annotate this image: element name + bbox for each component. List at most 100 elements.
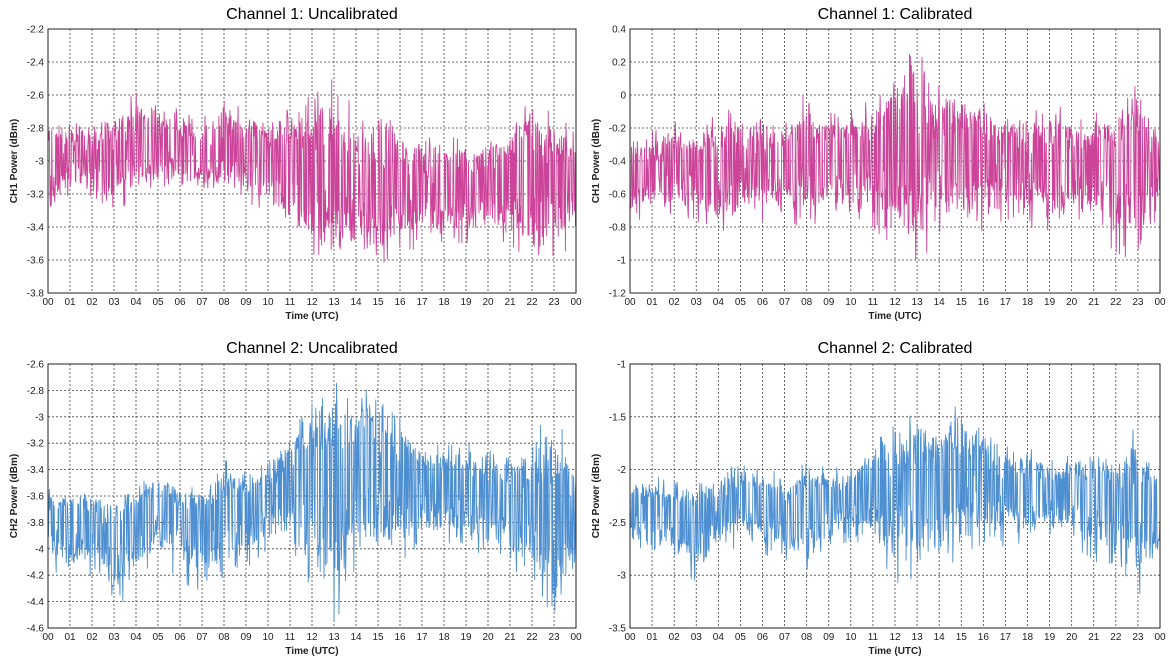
x-tick-label: 10	[845, 632, 857, 643]
y-tick-label: -2.5	[609, 518, 627, 529]
x-tick-label: 16	[394, 632, 406, 643]
y-tick-label: -3.4	[27, 223, 45, 234]
chart-ch2-uncalibrated: Channel 2: Uncalibrated Time (UTC) CH2 P…	[9, 340, 582, 657]
x-tick-label: 04	[130, 297, 142, 308]
x-tick-label: 20	[1066, 632, 1078, 643]
x-tick-label: 13	[328, 632, 340, 643]
x-tick-label: 16	[394, 297, 406, 308]
x-tick-label: 00	[570, 632, 582, 643]
x-tick-label: 08	[801, 632, 813, 643]
x-tick-label: 19	[460, 297, 472, 308]
x-tick-label: 20	[1066, 297, 1078, 308]
y-tick-label: 0	[620, 91, 626, 102]
x-tick-label: 14	[350, 632, 362, 643]
x-tick-label: 20	[482, 297, 494, 308]
x-tick-label: 10	[262, 632, 274, 643]
y-tick-label: -2.8	[27, 386, 45, 397]
x-tick-label: 20	[482, 632, 494, 643]
x-axis-label: Time (UTC)	[285, 311, 338, 322]
x-tick-label: 04	[713, 632, 725, 643]
x-tick-label: 00	[42, 632, 54, 643]
x-tick-label: 08	[801, 297, 813, 308]
x-tick-label: 00	[1154, 297, 1166, 308]
y-tick-label: -3	[35, 412, 44, 423]
x-tick-label: 19	[1044, 297, 1056, 308]
x-tick-label: 22	[526, 297, 538, 308]
x-tick-label: 09	[823, 632, 835, 643]
y-axis-label: CH1 Power (dBm)	[591, 119, 602, 203]
x-tick-label: 02	[86, 297, 98, 308]
y-axis-label: CH2 Power (dBm)	[591, 454, 602, 538]
x-tick-label: 10	[845, 297, 857, 308]
y-tick-label: -0.8	[609, 223, 627, 234]
x-tick-label: 15	[956, 297, 968, 308]
x-tick-label: 18	[438, 297, 450, 308]
y-tick-label: -1	[617, 360, 626, 371]
y-tick-label: 0.2	[612, 58, 626, 69]
chart-ch1-calibrated: Channel 1: Calibrated Time (UTC) CH1 Pow…	[591, 6, 1166, 322]
x-tick-label: 19	[460, 632, 472, 643]
x-tick-label: 13	[912, 297, 924, 308]
x-tick-label: 08	[218, 632, 230, 643]
y-tick-label: -2.2	[27, 25, 45, 36]
x-tick-label: 11	[285, 632, 296, 643]
x-tick-label: 03	[108, 297, 120, 308]
signal-trace	[629, 406, 1161, 595]
y-tick-label: -3	[617, 571, 626, 582]
y-tick-label: -3.4	[27, 465, 45, 476]
x-tick-label: 03	[691, 632, 703, 643]
y-tick-label: -4.6	[27, 624, 45, 635]
y-tick-label: -4	[35, 544, 44, 555]
x-tick-label: 12	[306, 632, 318, 643]
x-tick-label: 06	[757, 297, 769, 308]
x-tick-label: 17	[1000, 632, 1012, 643]
y-tick-label: -3.5	[609, 624, 627, 635]
x-tick-label: 14	[350, 297, 362, 308]
x-tick-label: 00	[624, 632, 636, 643]
x-tick-label: 15	[372, 297, 384, 308]
y-tick-label: -2.4	[27, 58, 45, 69]
chart-ch2-calibrated: Channel 2: Calibrated Time (UTC) CH2 Pow…	[591, 340, 1166, 657]
x-tick-label: 17	[416, 632, 428, 643]
x-axis-label: Time (UTC)	[868, 311, 921, 322]
chart-title: Channel 1: Uncalibrated	[226, 6, 398, 23]
x-tick-label: 09	[240, 632, 252, 643]
x-tick-label: 17	[416, 297, 428, 308]
x-axis-label: Time (UTC)	[868, 646, 921, 657]
x-tick-label: 05	[152, 632, 164, 643]
signal-trace	[629, 54, 1161, 260]
x-tick-label: 23	[1132, 297, 1144, 308]
x-tick-label: 22	[1110, 297, 1122, 308]
plot-frame	[629, 363, 1161, 629]
y-tick-label: -3.6	[27, 492, 45, 503]
x-tick-label: 16	[978, 632, 990, 643]
x-tick-label: 15	[372, 632, 384, 643]
y-tick-label: -2	[617, 465, 626, 476]
x-tick-label: 17	[1000, 297, 1012, 308]
y-tick-label: 0.4	[612, 25, 626, 36]
x-tick-label: 09	[240, 297, 252, 308]
x-tick-label: 16	[978, 297, 990, 308]
x-tick-label: 07	[779, 297, 791, 308]
y-tick-label: -2.6	[27, 91, 45, 102]
y-axis-label: CH1 Power (dBm)	[9, 119, 20, 203]
x-tick-label: 21	[1088, 632, 1100, 643]
y-tick-label: -2.6	[27, 360, 45, 371]
x-tick-label: 02	[86, 632, 98, 643]
y-tick-label: -3	[35, 157, 44, 168]
x-tick-label: 00	[624, 297, 636, 308]
y-tick-label: -3.2	[27, 439, 45, 450]
y-tick-label: -3.2	[27, 190, 45, 201]
chart-title: Channel 1: Calibrated	[818, 6, 973, 23]
x-tick-label: 01	[64, 632, 76, 643]
x-tick-label: 23	[548, 632, 560, 643]
x-tick-label: 09	[823, 297, 835, 308]
x-tick-label: 05	[735, 632, 747, 643]
x-tick-label: 00	[570, 297, 582, 308]
chart-ch1-uncalibrated: Channel 1: Uncalibrated Time (UTC) CH1 P…	[9, 6, 582, 322]
plot-frame	[47, 363, 577, 629]
x-tick-label: 14	[934, 297, 946, 308]
x-tick-label: 05	[735, 297, 747, 308]
x-tick-label: 03	[108, 632, 120, 643]
